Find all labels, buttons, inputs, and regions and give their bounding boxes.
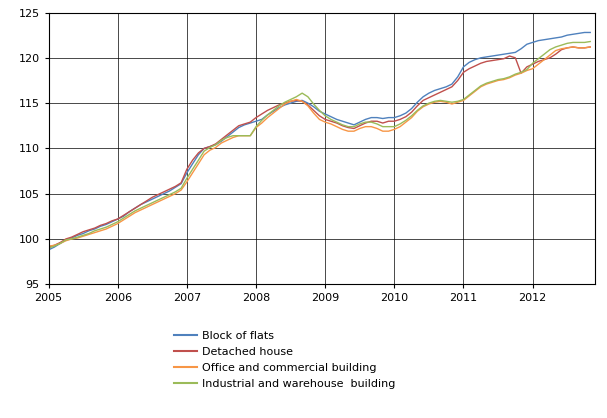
- Legend: Block of flats, Detached house, Office and commercial building, Industrial and w: Block of flats, Detached house, Office a…: [174, 331, 395, 389]
